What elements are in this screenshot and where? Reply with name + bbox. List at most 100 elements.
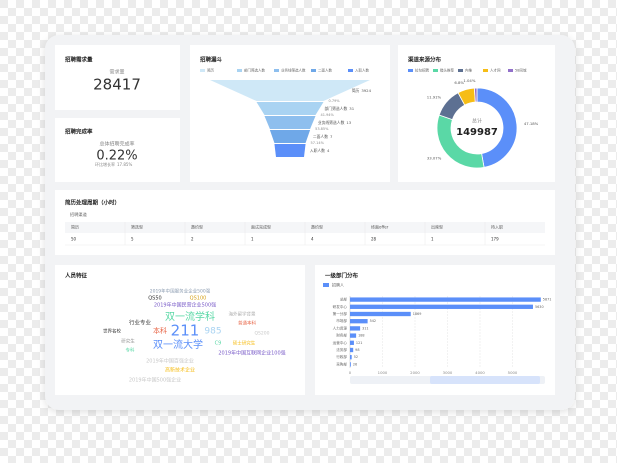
kpi-label: 总体招聘完成率	[99, 141, 134, 148]
table-header: 出席型	[431, 224, 443, 230]
zoom-handle[interactable]	[430, 376, 540, 384]
bar	[350, 297, 541, 302]
slice-label: 6.8%	[454, 80, 464, 85]
table-cell: 1	[431, 237, 434, 242]
funnel-category: 简历	[352, 88, 360, 93]
word: 行业专业	[129, 319, 152, 327]
panel	[55, 45, 180, 110]
legend-label: 招聘人	[332, 282, 344, 288]
legend-swatch	[483, 69, 488, 72]
funnel-rate: 41.94%	[321, 113, 335, 117]
funnel-value: 7	[330, 134, 333, 139]
y-tick-label: 财务部	[336, 333, 347, 338]
bar	[350, 362, 351, 367]
y-tick-label: 人力资源	[333, 325, 348, 330]
word: 本科	[153, 326, 167, 335]
x-tick-label: 5000	[508, 370, 518, 375]
word: 海外留学背景	[229, 311, 256, 318]
y-tick-label: 总部	[340, 297, 348, 302]
bar	[350, 340, 354, 345]
panel-title: 简历处理周期（小时）	[65, 199, 120, 207]
word: 2019年中国百强企业	[146, 358, 194, 365]
kpi-value: 28417	[93, 76, 141, 94]
panel-title: 招聘完成率	[65, 128, 93, 136]
word: 高新技术企业	[165, 367, 195, 374]
legend-label: 入职人数	[355, 68, 369, 73]
table-header: 待入职	[491, 224, 503, 230]
word: 双一流学科	[165, 310, 215, 323]
bar	[350, 326, 361, 331]
funnel-category: 二面人数	[313, 134, 328, 139]
legend-label: 内推	[465, 68, 473, 73]
bar-value-label: 26	[353, 362, 357, 366]
word: 研究生	[121, 338, 135, 345]
panel	[55, 118, 180, 182]
word: 211	[171, 322, 200, 340]
bar	[350, 355, 352, 360]
word: 2019年中国500强企业	[129, 377, 181, 384]
table-cell: 28	[371, 237, 377, 242]
legend-label: 业务线筛选人数	[281, 68, 306, 73]
kpi-change: 17.85%	[117, 162, 132, 167]
funnel-value: 13	[346, 120, 351, 125]
funnel-rate: 0.79%	[329, 99, 341, 103]
word: 硕士研究生	[233, 340, 256, 347]
word: 专科	[126, 347, 135, 354]
funnel-stage	[210, 80, 370, 101]
bar	[350, 333, 357, 338]
kpi-value: 0.22%	[96, 149, 137, 164]
legend-label: 猎头推荐	[440, 68, 454, 73]
legend-swatch	[311, 69, 316, 72]
slice-label: 11.91%	[427, 95, 442, 100]
slice-label: 33.07%	[427, 156, 442, 161]
y-tick-label: 市场部	[336, 318, 347, 323]
legend-swatch	[200, 69, 205, 72]
panel-title: 招聘需求量	[65, 56, 93, 64]
word: QS200	[255, 331, 270, 337]
panel-title: 一级部门分布	[325, 272, 359, 280]
table-cell: 4	[311, 237, 314, 242]
y-tick-label: 第一分部	[333, 311, 348, 316]
table-cell: 2	[191, 237, 194, 242]
x-tick-label: 0	[349, 370, 352, 375]
funnel-value: 31	[349, 106, 354, 111]
funnel-stage	[256, 102, 324, 115]
donut-center-label: 总计	[472, 118, 482, 125]
x-tick-label: 3000	[443, 370, 453, 375]
y-tick-label: 采购部	[336, 361, 347, 366]
legend-label: 58同城	[515, 68, 527, 73]
word: 2019年中国互联网企业100强	[218, 350, 285, 357]
bar-value-label: 542	[370, 319, 376, 323]
funnel-category: 业务线筛选人数	[318, 120, 345, 125]
legend-label: 简历	[207, 68, 214, 73]
word: 985	[204, 327, 221, 337]
y-tick-label: 研发中心	[333, 304, 348, 309]
panel	[55, 265, 305, 395]
funnel-stage	[269, 130, 311, 143]
bar-value-label: 5630	[535, 305, 544, 309]
bar-value-label: 98	[355, 348, 359, 352]
bar	[350, 347, 354, 353]
word: 世界名校	[103, 328, 121, 335]
funnel-category: 部门筛选人数	[325, 106, 348, 111]
bar-value-label: 188	[358, 334, 364, 338]
table-header: 邀约型	[191, 224, 203, 230]
word: C9	[215, 341, 222, 347]
funnel-value: 3924	[361, 88, 371, 93]
bar-value-label: 311	[362, 326, 368, 330]
legend-swatch	[458, 69, 463, 72]
table-header: 筛选型	[131, 224, 143, 230]
legend-label: 二面人数	[318, 68, 332, 73]
bar	[350, 319, 368, 324]
funnel-rate: 57.14%	[311, 141, 325, 145]
y-tick-label: 行政部	[336, 354, 347, 359]
kpi-note: 环比增长率	[95, 161, 115, 167]
funnel-value: 4	[327, 148, 330, 153]
funnel-category: 入职人数	[310, 148, 325, 153]
panel-title: 人员特征	[65, 272, 88, 280]
table-cell: 50	[71, 237, 77, 242]
word: QS50	[148, 296, 161, 302]
word: 2019年中国民营企业500强	[154, 302, 216, 309]
bar	[350, 304, 533, 309]
